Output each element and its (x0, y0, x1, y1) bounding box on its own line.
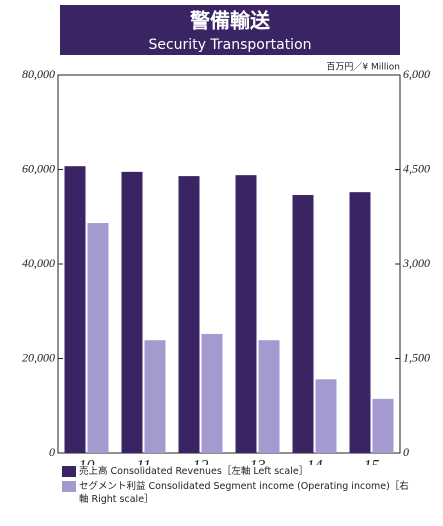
legend-swatch (62, 481, 76, 492)
legend-label: セグメント利益 Consolidated Segment income (Ope… (79, 481, 409, 505)
x-tick-label: 14 (307, 458, 323, 465)
y-tick-label: 0 (49, 445, 55, 459)
legend-item: 売上高 Consolidated Revenues［左軸 Left scale］ (62, 465, 422, 478)
title-banner (60, 5, 400, 55)
bar (372, 398, 394, 453)
legend: 売上高 Consolidated Revenues［左軸 Left scale］… (62, 465, 422, 508)
x-tick-label: 13 (250, 458, 266, 465)
chart: 警備輸送 Security Transportation 百万円／¥ Milli… (22, 5, 430, 465)
bar (315, 379, 337, 453)
y2-tick-label: 0 (403, 445, 409, 459)
y-tick-label: 20,000 (22, 350, 55, 364)
y-tick-label: 40,000 (22, 256, 55, 270)
x-tick-label: 11 (136, 458, 151, 465)
y2-tick-label: 6,000 (403, 67, 430, 81)
chart-subtitle: Security Transportation (148, 37, 311, 53)
legend-swatch (62, 466, 76, 477)
bar (64, 166, 86, 453)
bar (201, 333, 223, 453)
plot-frame (57, 74, 401, 454)
x-tick-label: 12 (193, 458, 209, 465)
bar (121, 171, 143, 454)
unit-label: 百万円／¥ Million (326, 62, 400, 73)
bar (349, 192, 371, 453)
bar (178, 176, 200, 454)
chart-title: 警備輸送 (190, 9, 271, 33)
bar (292, 195, 314, 453)
bar (258, 340, 280, 453)
y2-tick-label: 1,500 (403, 350, 430, 364)
y2-tick-label: 4,500 (403, 161, 430, 175)
legend-label: 売上高 Consolidated Revenues［左軸 Left scale］ (79, 466, 309, 477)
bar (235, 175, 257, 454)
y-tick-label: 80,000 (22, 67, 55, 81)
y2-tick-label: 3,000 (402, 256, 430, 270)
bar (87, 223, 109, 453)
x-tick-label: 10 (79, 458, 95, 465)
bar (144, 340, 166, 453)
x-tick-label: 15 (364, 458, 380, 465)
y-tick-label: 60,000 (22, 161, 55, 175)
legend-item: セグメント利益 Consolidated Segment income (Ope… (62, 480, 422, 506)
